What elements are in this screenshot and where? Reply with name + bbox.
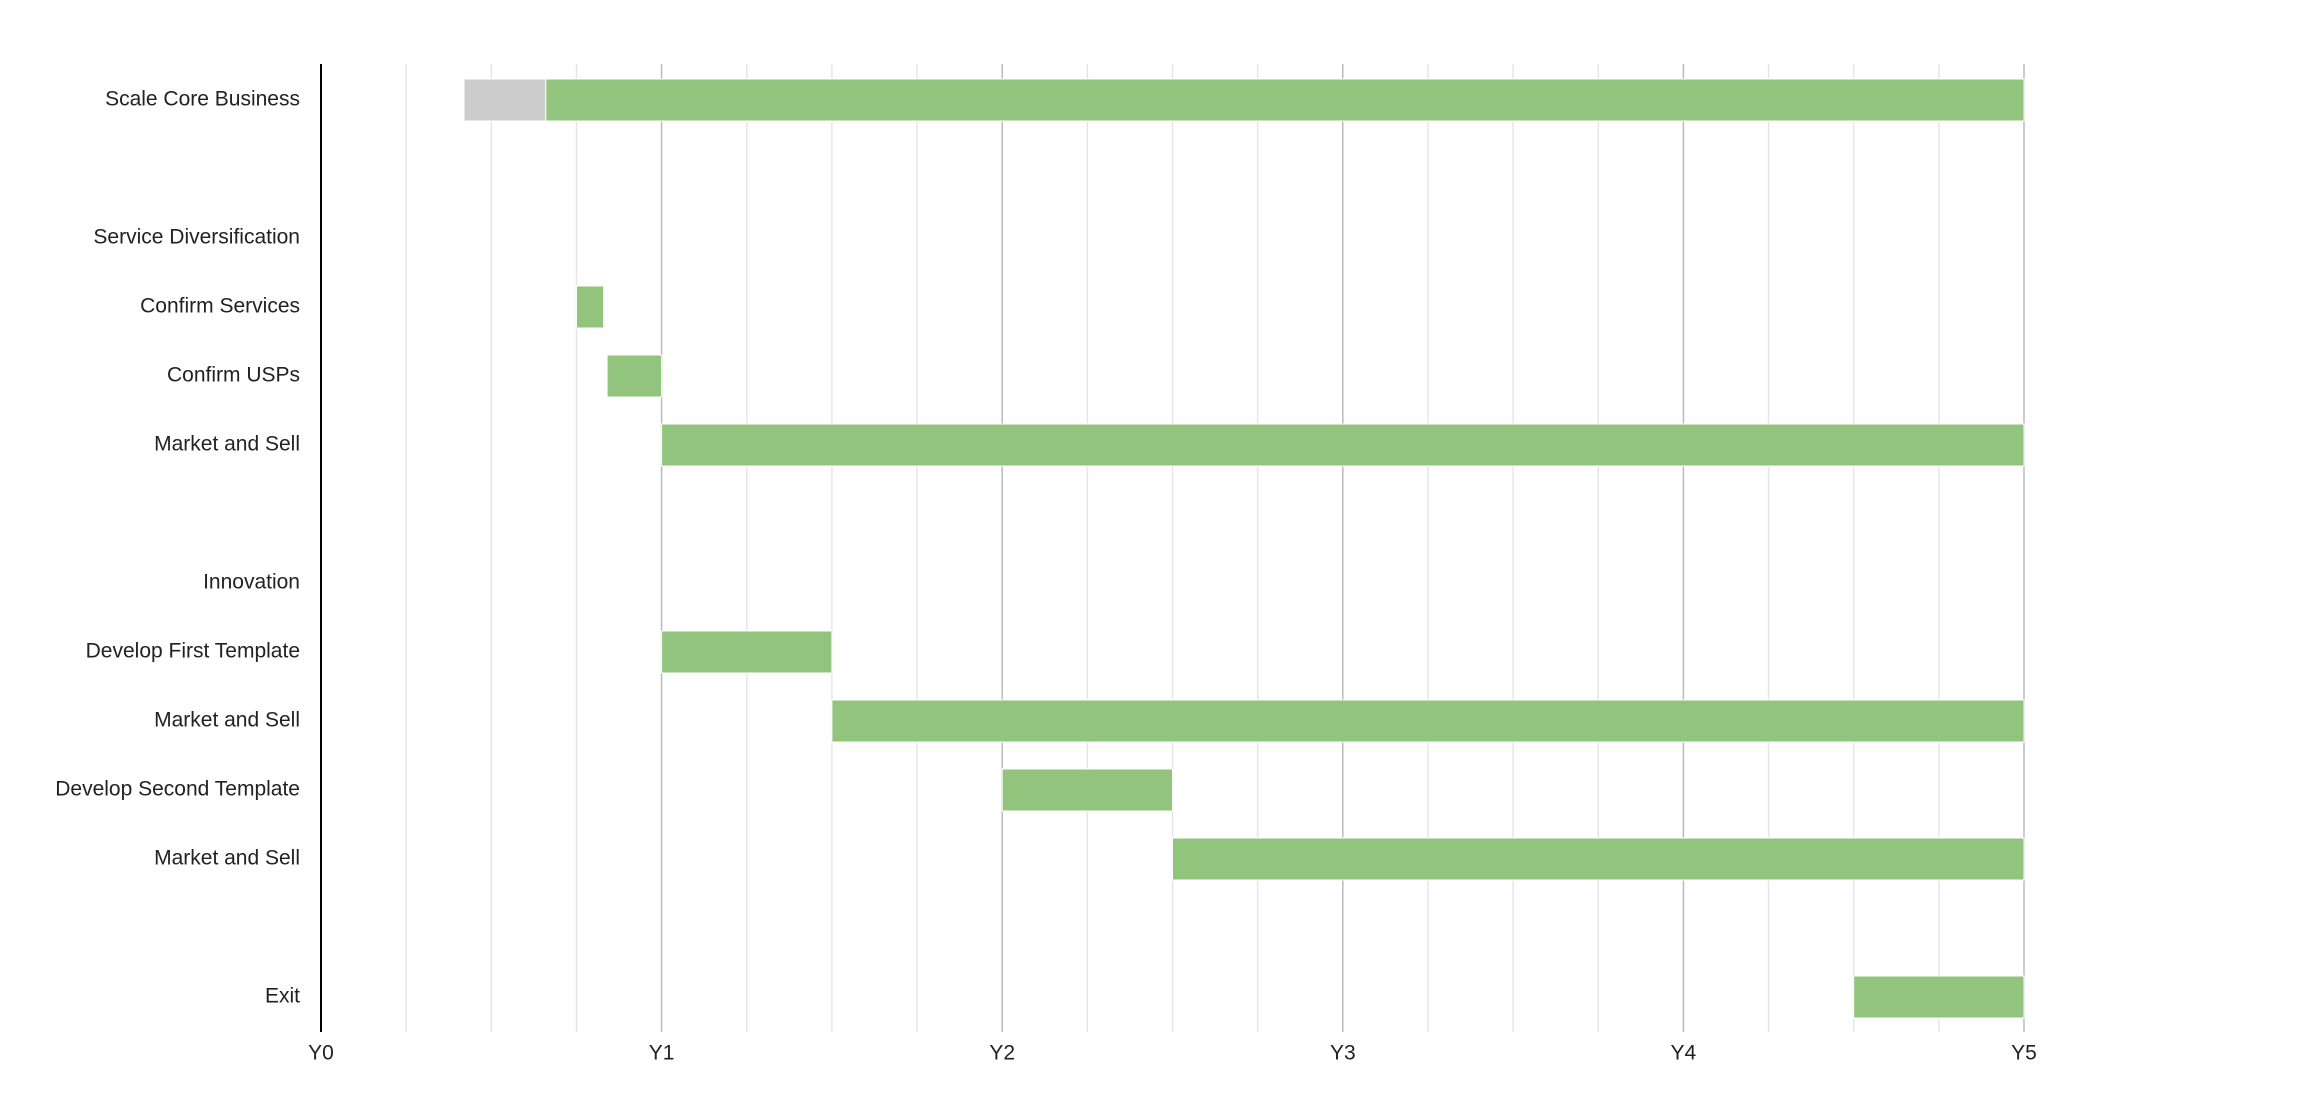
- task-label: Market and Sell: [154, 709, 300, 732]
- x-tick-label: Y4: [1671, 1042, 1697, 1065]
- x-tick-label: Y0: [308, 1042, 334, 1065]
- task-label: Develop Second Template: [55, 778, 300, 801]
- x-tick-label: Y5: [2011, 1042, 2037, 1065]
- task-label: Develop First Template: [86, 640, 300, 663]
- task-bar: [661, 423, 2025, 467]
- x-tick-label: Y2: [989, 1042, 1015, 1065]
- task-bar: [1001, 768, 1174, 812]
- task-bar: [831, 699, 2025, 743]
- x-tick-label: Y3: [1330, 1042, 1356, 1065]
- task-bar: [1172, 837, 2025, 881]
- task-label: Market and Sell: [154, 847, 300, 870]
- task-label: Confirm Services: [140, 295, 300, 318]
- task-label: Scale Core Business: [105, 88, 300, 111]
- task-bar: [545, 78, 2025, 122]
- task-bar: [606, 354, 663, 398]
- task-label: Exit: [265, 985, 300, 1008]
- task-label: Innovation: [203, 571, 300, 594]
- task-label: Confirm USPs: [167, 364, 300, 387]
- task-bar: [463, 78, 547, 122]
- x-tick-label: Y1: [649, 1042, 675, 1065]
- task-bar: [661, 630, 833, 674]
- task-bar: [1853, 975, 2025, 1019]
- task-label: Market and Sell: [154, 433, 300, 456]
- task-label: Service Diversification: [93, 226, 300, 249]
- task-bar: [575, 285, 605, 329]
